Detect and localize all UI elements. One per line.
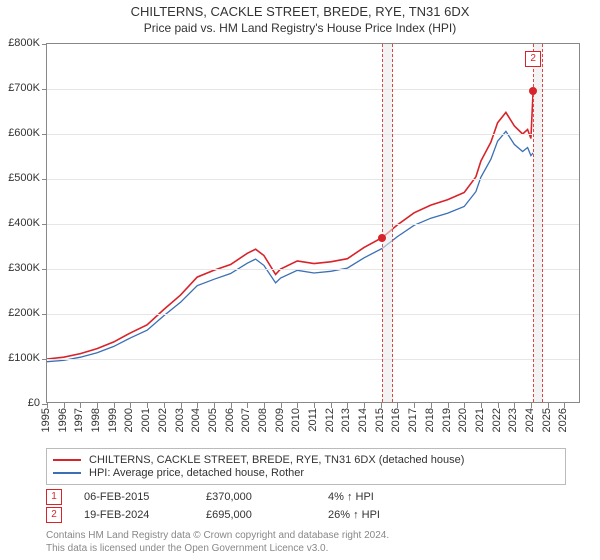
footer-line1: Contains HM Land Registry data © Crown c… <box>46 529 590 542</box>
event-price: £370,000 <box>206 491 306 503</box>
event-id-box: 2 <box>46 507 62 523</box>
gridline <box>47 89 579 90</box>
gridline <box>47 134 579 135</box>
ytick-label: £100K <box>0 352 40 364</box>
xtick-label: 2006 <box>224 408 236 432</box>
xtick-label: 2026 <box>557 408 569 432</box>
xtick-label: 1997 <box>73 408 85 432</box>
event-date: 06-FEB-2015 <box>84 491 184 503</box>
ytick-mark <box>42 359 47 360</box>
plot-box: 12 <box>46 43 580 403</box>
xtick-label: 2020 <box>457 408 469 432</box>
events-table: 1 06-FEB-2015 £370,000 4% ↑ HPI 2 19-FEB… <box>46 489 566 523</box>
event-band <box>533 44 543 402</box>
xtick-label: 1996 <box>57 408 69 432</box>
gridline <box>47 179 579 180</box>
ytick-label: £700K <box>0 82 40 94</box>
xtick-label: 2023 <box>507 408 519 432</box>
series-line <box>47 91 533 359</box>
ytick-mark <box>42 269 47 270</box>
xtick-label: 2017 <box>407 408 419 432</box>
xtick-label: 2019 <box>441 408 453 432</box>
ytick-label: £300K <box>0 262 40 274</box>
xtick-label: 2001 <box>140 408 152 432</box>
event-id-box: 1 <box>46 489 62 505</box>
xtick-label: 2009 <box>274 408 286 432</box>
xtick-label: 2016 <box>390 408 402 432</box>
xtick-label: 1999 <box>107 408 119 432</box>
legend-label: HPI: Average price, detached house, Roth… <box>89 467 304 479</box>
xtick-label: 2014 <box>357 408 369 432</box>
event-price: £695,000 <box>206 509 306 521</box>
legend-label: CHILTERNS, CACKLE STREET, BREDE, RYE, TN… <box>89 454 464 466</box>
ytick-mark <box>42 314 47 315</box>
event-date: 19-FEB-2024 <box>84 509 184 521</box>
event-row: 2 19-FEB-2024 £695,000 26% ↑ HPI <box>46 507 566 523</box>
gridline <box>47 269 579 270</box>
chart-area: 12 £0£100K£200K£300K£400K£500K£600K£700K… <box>46 43 580 403</box>
xtick-label: 2010 <box>290 408 302 432</box>
ytick-mark <box>42 134 47 135</box>
ytick-mark <box>42 179 47 180</box>
xtick-label: 2007 <box>240 408 252 432</box>
legend-swatch <box>53 472 81 474</box>
ytick-label: £600K <box>0 127 40 139</box>
ytick-mark <box>42 89 47 90</box>
gridline <box>47 224 579 225</box>
xtick-label: 2002 <box>157 408 169 432</box>
xtick-label: 2003 <box>174 408 186 432</box>
xtick-label: 2025 <box>541 408 553 432</box>
legend: CHILTERNS, CACKLE STREET, BREDE, RYE, TN… <box>46 448 566 485</box>
ytick-label: £500K <box>0 172 40 184</box>
series-line <box>47 131 533 361</box>
footer-line2: This data is licensed under the Open Gov… <box>46 542 590 555</box>
event-band <box>382 44 392 402</box>
xtick-label: 1998 <box>90 408 102 432</box>
legend-row: HPI: Average price, detached house, Roth… <box>53 467 559 479</box>
legend-row: CHILTERNS, CACKLE STREET, BREDE, RYE, TN… <box>53 454 559 466</box>
ytick-label: £0 <box>0 397 40 409</box>
xtick-label: 2012 <box>324 408 336 432</box>
ytick-mark <box>42 44 47 45</box>
footer: Contains HM Land Registry data © Crown c… <box>46 529 590 555</box>
xtick-label: 2024 <box>524 408 536 432</box>
ytick-mark <box>42 224 47 225</box>
xtick-label: 2018 <box>424 408 436 432</box>
xtick-label: 2011 <box>307 408 319 432</box>
title-line1: CHILTERNS, CACKLE STREET, BREDE, RYE, TN… <box>0 4 600 19</box>
xtick-label: 2008 <box>257 408 269 432</box>
marker-dot <box>378 234 386 242</box>
xtick-label: 2013 <box>340 408 352 432</box>
xtick-label: 2022 <box>491 408 503 432</box>
ytick-label: £200K <box>0 307 40 319</box>
ytick-label: £800K <box>0 37 40 49</box>
event-delta: 4% ↑ HPI <box>328 491 428 503</box>
legend-swatch <box>53 459 81 461</box>
ytick-label: £400K <box>0 217 40 229</box>
xtick-label: 2005 <box>207 408 219 432</box>
chart-title-block: CHILTERNS, CACKLE STREET, BREDE, RYE, TN… <box>0 0 600 35</box>
event-row: 1 06-FEB-2015 £370,000 4% ↑ HPI <box>46 489 566 505</box>
marker-dot <box>529 87 537 95</box>
gridline <box>47 314 579 315</box>
marker-label-box: 2 <box>525 51 541 67</box>
title-line2: Price paid vs. HM Land Registry's House … <box>0 21 600 35</box>
xtick-label: 2004 <box>190 408 202 432</box>
xtick-label: 1995 <box>40 408 52 432</box>
xtick-label: 2015 <box>374 408 386 432</box>
event-delta: 26% ↑ HPI <box>328 509 428 521</box>
gridline <box>47 359 579 360</box>
xtick-label: 2000 <box>123 408 135 432</box>
xtick-label: 2021 <box>474 408 486 432</box>
